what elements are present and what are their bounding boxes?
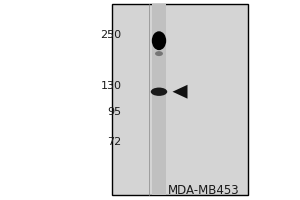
Bar [152,4,166,195]
Ellipse shape [151,88,167,96]
Text: 250: 250 [100,30,122,40]
Text: MDA-MB453: MDA-MB453 [168,184,240,197]
Ellipse shape [155,51,163,56]
Polygon shape [172,85,188,99]
Bar [112,4,248,195]
Text: 72: 72 [107,137,122,147]
Text: 130: 130 [100,81,122,91]
Ellipse shape [152,31,166,50]
Text: 95: 95 [107,107,122,117]
